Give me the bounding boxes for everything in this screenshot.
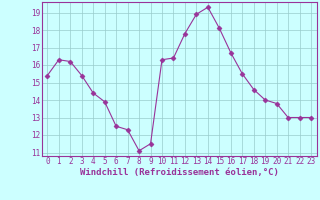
X-axis label: Windchill (Refroidissement éolien,°C): Windchill (Refroidissement éolien,°C) <box>80 168 279 177</box>
